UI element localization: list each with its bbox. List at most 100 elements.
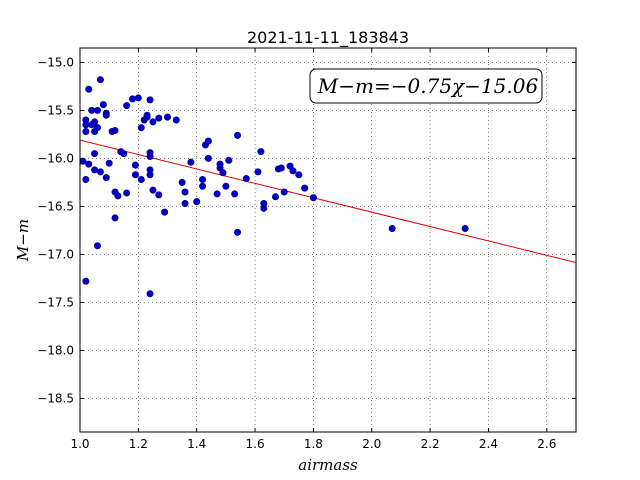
data-point [82, 176, 90, 184]
data-point [146, 171, 154, 179]
data-point [131, 171, 139, 179]
data-point [96, 76, 104, 84]
data-point [193, 198, 201, 206]
data-point [187, 158, 195, 166]
data-point [301, 184, 309, 192]
data-point [99, 101, 107, 109]
fit-line [80, 139, 576, 264]
data-point [295, 171, 303, 179]
data-point [82, 128, 90, 136]
x-tick-label: 2.6 [537, 437, 556, 451]
data-point [131, 161, 139, 169]
data-point [222, 182, 230, 190]
y-tick-label: −16.0 [37, 151, 74, 165]
data-point [277, 164, 285, 172]
data-point [91, 118, 99, 126]
data-point [271, 193, 279, 201]
data-point [219, 169, 227, 177]
x-tick-label: 1.8 [304, 437, 323, 451]
data-point [260, 204, 268, 212]
data-point [388, 224, 396, 232]
data-point [91, 150, 99, 158]
data-point [231, 190, 239, 198]
data-point [143, 111, 151, 119]
data-point [149, 118, 157, 126]
plot-area: 1.0 1.2 1.4 1.6 1.8 2.0 2.2 2.4 2.6 −15.0 −15.5 −16… [37, 47, 577, 451]
data-point [213, 190, 221, 198]
data-point [216, 160, 224, 168]
x-tick-label: 1.4 [187, 437, 206, 451]
x-tick-label: 2.4 [479, 437, 498, 451]
data-point [254, 168, 262, 176]
data-point [120, 150, 128, 158]
data-point [242, 175, 250, 183]
data-point [85, 160, 93, 168]
y-tick-label: −15.0 [37, 55, 74, 69]
fit-equation-box: M−m=−0.75χ−15.06 [309, 68, 543, 104]
data-point [146, 152, 154, 160]
data-point [94, 124, 102, 132]
data-point [234, 131, 242, 139]
data-point [204, 137, 212, 145]
data-point [102, 174, 110, 182]
data-point [129, 95, 137, 103]
x-tick-label: 1.6 [246, 437, 265, 451]
x-tick-label: 2.2 [421, 437, 440, 451]
x-tick-label: 2.0 [362, 437, 381, 451]
data-point [134, 94, 142, 102]
data-point [161, 208, 169, 216]
axes-frame [79, 47, 577, 433]
data-point [146, 290, 154, 298]
data-point [105, 159, 113, 167]
y-tick-label: −16.5 [37, 199, 74, 213]
data-point [289, 167, 297, 175]
data-point [94, 106, 102, 114]
data-point [123, 102, 131, 110]
data-point [225, 156, 233, 164]
data-point [123, 189, 131, 197]
data-point [172, 116, 180, 124]
data-point [164, 113, 172, 121]
data-point [149, 186, 157, 194]
data-point [79, 157, 87, 165]
fit-equation-label: M−m=−0.75χ−15.06 [317, 74, 539, 98]
y-tick-label: −17.5 [37, 295, 74, 309]
data-point [257, 148, 265, 156]
data-point [309, 194, 317, 202]
data-point [111, 127, 119, 135]
data-point [204, 154, 212, 162]
fit-equation-frame [309, 68, 543, 104]
data-point [280, 188, 288, 196]
data-point [155, 114, 163, 122]
data-point [199, 176, 207, 184]
data-point [91, 166, 99, 174]
y-tick-label: −17.0 [37, 247, 74, 261]
y-tick-label: −18.5 [37, 391, 74, 405]
data-point [82, 277, 90, 285]
data-point [181, 200, 189, 208]
data-point [114, 192, 122, 200]
data-point [82, 121, 90, 129]
x-tick-label: 1.0 [70, 437, 89, 451]
data-point [178, 178, 186, 186]
y-axis-label: M−m [14, 219, 32, 262]
chart-title: 2021-11-11_183843 [247, 28, 409, 48]
data-point [111, 214, 119, 222]
y-tick-label: −18.0 [37, 343, 74, 357]
y-tick-label: −15.5 [37, 103, 74, 117]
data-point [155, 191, 163, 199]
data-point [96, 168, 104, 176]
x-tick-label: 1.2 [129, 437, 148, 451]
data-point [102, 109, 110, 117]
data-point [88, 106, 96, 114]
data-point [94, 242, 102, 250]
data-point [85, 85, 93, 93]
data-point [234, 228, 242, 236]
data-point [461, 224, 469, 232]
data-point [199, 182, 207, 190]
data-point [137, 124, 145, 132]
data-point [137, 176, 145, 184]
data-point [146, 96, 154, 104]
data-point [181, 188, 189, 196]
